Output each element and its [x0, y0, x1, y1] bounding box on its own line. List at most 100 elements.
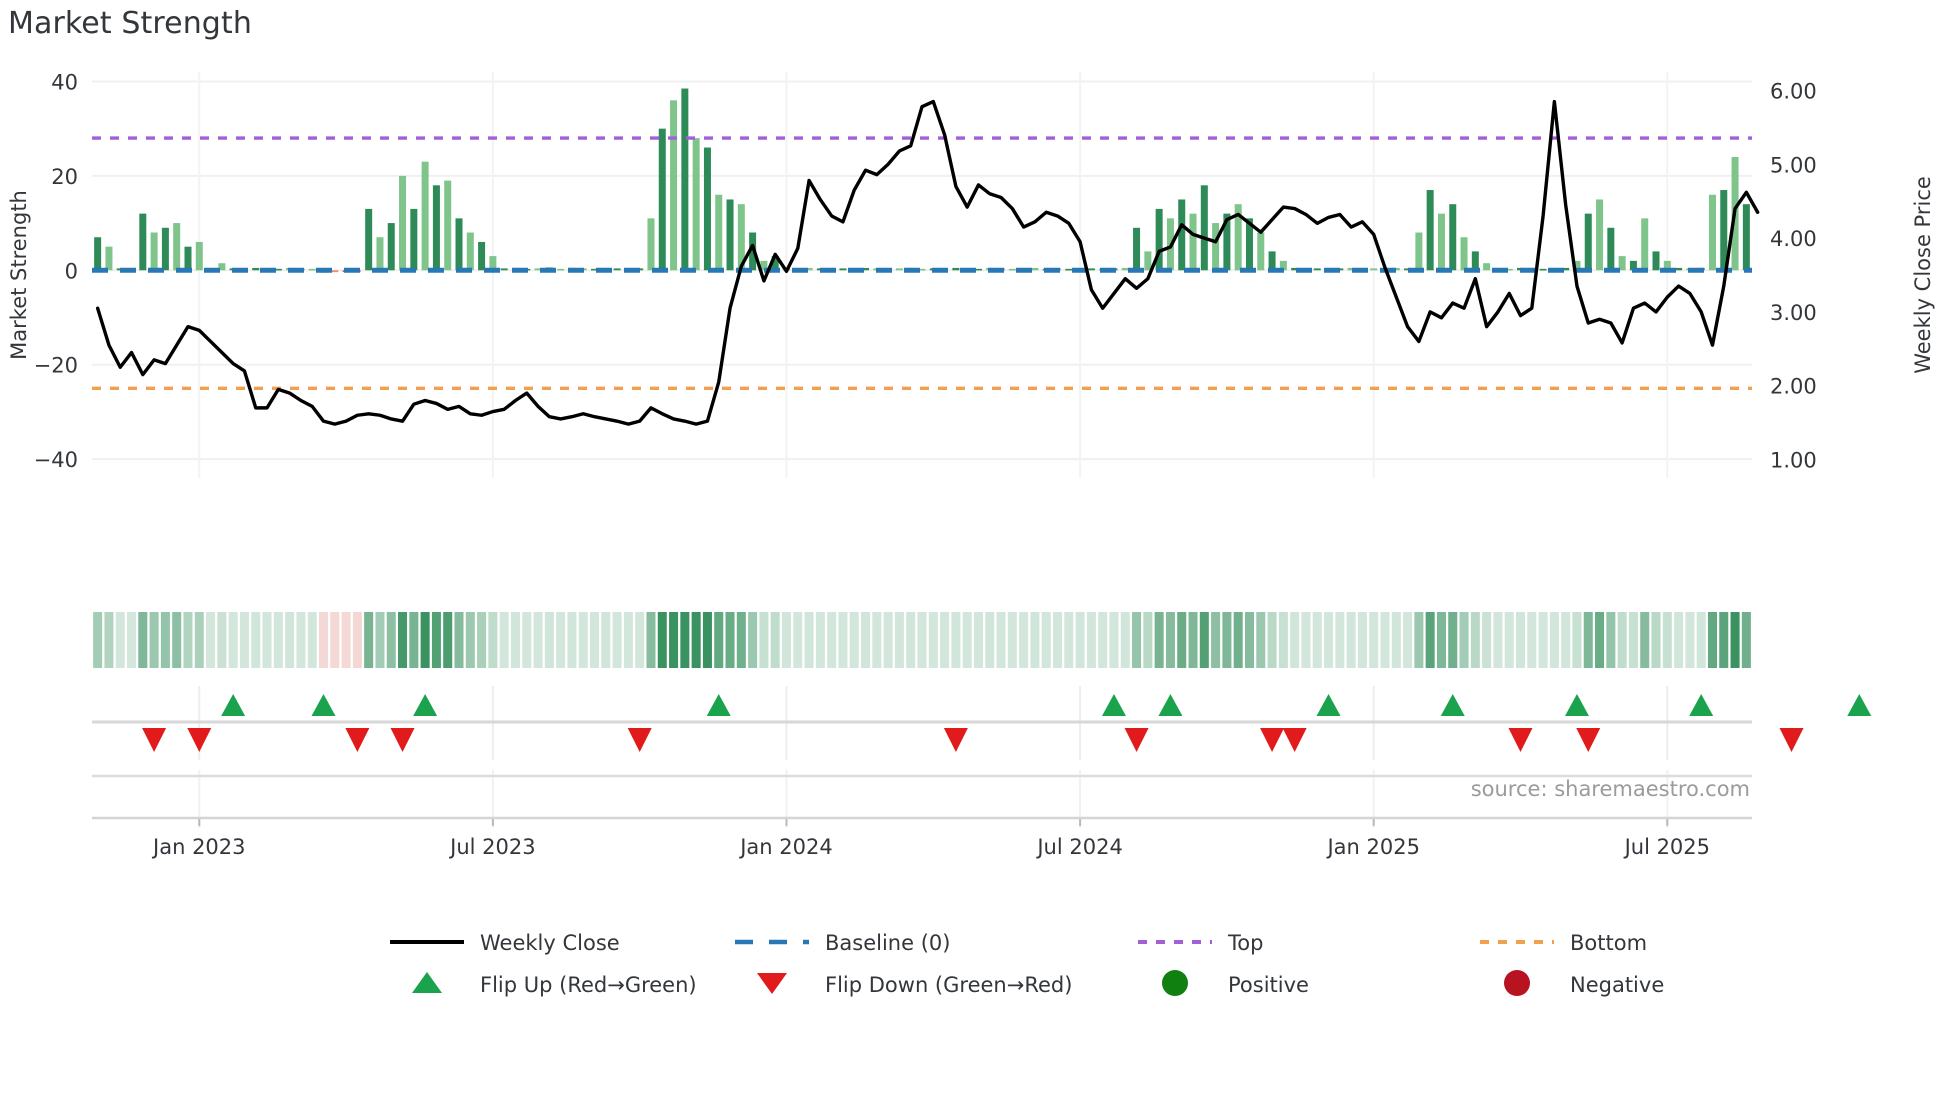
flip-up-marker [706, 694, 731, 716]
heatmap-cell [138, 612, 148, 668]
strength-bar [1449, 204, 1457, 271]
heatmap-cell [770, 612, 780, 668]
strength-bar [1596, 199, 1604, 271]
strength-bar [1370, 268, 1378, 271]
heatmap-cell [262, 612, 272, 668]
flip-down-marker [1576, 728, 1601, 752]
heatmap-cell [1233, 612, 1243, 668]
legend-item-positive[interactable]: Positive [1162, 970, 1309, 997]
heatmap-cell [1515, 612, 1526, 668]
strength-bar [1708, 194, 1716, 271]
heatmap-cell [1075, 612, 1085, 668]
flip-up-marker [1440, 694, 1465, 716]
strength-bar [1641, 218, 1649, 271]
legend-item-flip-down-green-red[interactable]: Flip Down (Green→Red) [757, 973, 1072, 997]
heatmap-cell [1595, 612, 1605, 668]
y-axis-tick-label: −20 [34, 354, 78, 378]
strength-bar [1584, 213, 1592, 271]
heatmap-cell [1674, 612, 1684, 668]
strength-bar [1618, 256, 1626, 271]
weekly-close-line [95, 99, 1760, 426]
flip-up-marker [1689, 694, 1714, 716]
heatmap-cell [1651, 612, 1661, 668]
heatmap-cell [680, 612, 690, 668]
strength-bar [161, 227, 169, 271]
strength-bar [1483, 263, 1491, 271]
legend-item-bottom[interactable]: Bottom [1480, 931, 1647, 955]
heatmap-cell [1278, 612, 1288, 668]
strength-bar [218, 263, 226, 271]
heatmap-cell [160, 612, 170, 668]
strength-bar [1607, 227, 1615, 271]
heatmap-cell [691, 612, 701, 668]
legend-label: Flip Down (Green→Red) [825, 973, 1072, 997]
strength-bar [647, 218, 655, 271]
legend-item-negative[interactable]: Negative [1504, 970, 1664, 997]
strength-bar [760, 260, 768, 271]
strength-bar [862, 267, 870, 271]
flip-down-marker [345, 728, 370, 752]
heatmap-cell [838, 612, 848, 668]
heatmap-cell [1583, 612, 1593, 668]
strength-bar [1629, 260, 1637, 271]
strength-bar [1392, 267, 1400, 271]
heatmap-cell [1290, 612, 1300, 668]
heatmap-cell [1312, 612, 1322, 668]
heatmap-cell [906, 612, 916, 668]
heatmap-cell [567, 612, 577, 668]
strength-bar [1675, 267, 1683, 271]
heatmap-cell [352, 612, 362, 668]
legend-item-flip-up-red-green[interactable]: Flip Up (Red→Green) [412, 972, 697, 997]
heatmap-cell [1324, 612, 1334, 668]
heatmap-cell [1606, 612, 1616, 668]
heatmap-cell [714, 612, 724, 668]
strength-bar [613, 268, 621, 271]
strength-bar [466, 232, 474, 271]
flip-up-marker [1564, 694, 1589, 716]
heatmap-strip-group [93, 612, 1751, 668]
strength-bar [1087, 268, 1095, 271]
heatmap-cell [431, 612, 441, 668]
heatmap-cell [206, 612, 216, 668]
flip-up-marker [1101, 694, 1126, 716]
heatmap-cell [228, 612, 238, 668]
heatmap-cell [1436, 612, 1446, 668]
heatmap-cell [556, 612, 566, 668]
legend-item-weekly-close[interactable]: Weekly Close [390, 931, 620, 955]
heatmap-cell [872, 612, 882, 668]
heatmap-cell [601, 612, 611, 668]
strength-bar [489, 256, 497, 271]
bars-group [94, 88, 1750, 273]
source-attribution: source: sharemaestro.com [1471, 777, 1750, 801]
heatmap-cell [1470, 612, 1480, 668]
heatmap-cell [804, 612, 814, 668]
heatmap-cell [1527, 612, 1537, 668]
strength-bar [1144, 251, 1152, 271]
heatmap-cell [443, 612, 453, 668]
heatmap-cell [985, 612, 995, 668]
legend-label: Bottom [1570, 931, 1647, 955]
strength-bar [715, 194, 723, 271]
heatmap-cell [454, 612, 464, 668]
strength-bar [1437, 213, 1445, 271]
strength-bar [703, 147, 711, 271]
flip-up-marker [1316, 694, 1341, 716]
strength-bar [557, 268, 565, 271]
strength-bar [737, 204, 745, 271]
heatmap-cell [1267, 612, 1277, 668]
y-axis-title: Market Strength [7, 190, 31, 360]
flip-down-marker [1779, 728, 1804, 752]
legend-item-top[interactable]: Top [1138, 931, 1263, 955]
heatmap-cell [883, 612, 893, 668]
legend-item-baseline-0[interactable]: Baseline (0) [735, 931, 950, 955]
heatmap-cell [465, 612, 475, 668]
heatmap-cell [341, 612, 351, 668]
heatmap-cell [748, 612, 758, 668]
legend-label: Weekly Close [480, 931, 620, 955]
heatmap-cell [217, 612, 227, 668]
heatmap-cell [115, 612, 125, 668]
heatmap-cell [285, 612, 295, 668]
heatmap-cell [657, 612, 667, 668]
heatmap-cell [1572, 612, 1582, 668]
